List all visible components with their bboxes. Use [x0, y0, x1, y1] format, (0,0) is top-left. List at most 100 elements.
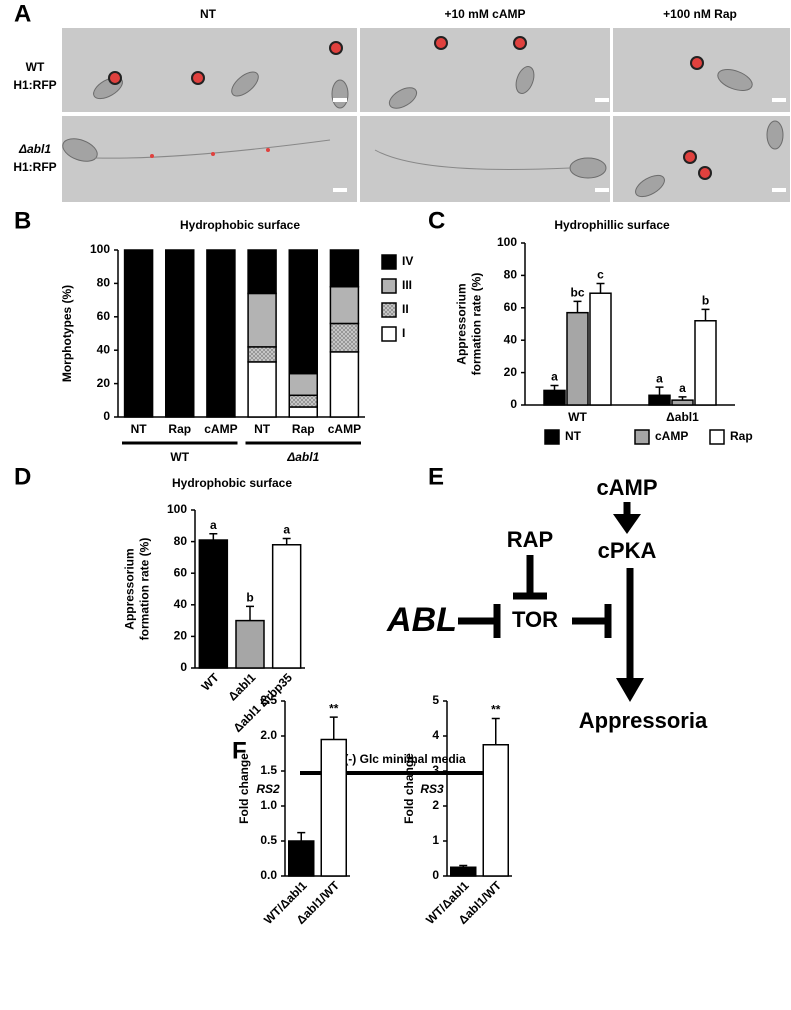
panel-label: C [428, 207, 445, 234]
y-tick-label: 5 [432, 693, 439, 707]
error-bar [329, 716, 338, 740]
legend-label: cAMP [655, 429, 688, 443]
panel-label: E [428, 463, 444, 490]
node: cPKA [598, 538, 657, 563]
bar-segment [329, 351, 360, 418]
panel-header: (-) Glc minimal media [344, 752, 466, 766]
bar [198, 539, 229, 669]
significance-label: ** [329, 701, 339, 715]
bar-segment [329, 322, 360, 353]
bar-segment [247, 361, 277, 418]
y-tick-label: 40 [504, 332, 518, 346]
legend-label: IV [402, 254, 413, 268]
x-tick-label: NT [131, 422, 148, 436]
bar-segment [329, 285, 360, 325]
row-label: H1:RFP [13, 78, 56, 92]
legend-label: I [402, 326, 405, 340]
y-tick-label: 1.5 [260, 763, 277, 777]
node: RAP [507, 527, 553, 552]
y-tick-label: 0.5 [260, 833, 277, 847]
y-tick-label: 20 [174, 629, 188, 643]
x-tick-label: WT [568, 410, 587, 424]
bar [694, 320, 717, 406]
y-tick-label: 3 [432, 763, 439, 777]
significance-label: a [210, 518, 217, 532]
node: TOR [512, 607, 558, 632]
significance-label: c [597, 268, 604, 282]
x-tick-label: WT [199, 670, 223, 694]
y-tick-label: 0 [432, 868, 439, 882]
y-tick-label: 20 [97, 376, 111, 390]
y-tick-label: 2 [432, 798, 439, 812]
significance-label: a [656, 371, 663, 385]
y-tick-label: 40 [174, 597, 188, 611]
bar-segment [288, 372, 318, 397]
chart-title: Hydrophillic surface [554, 218, 670, 232]
y-axis-label: Morphotypes (%) [60, 285, 74, 382]
legend-label: Rap [730, 429, 753, 443]
x-tick-label: Rap [168, 422, 191, 436]
node: ABL [386, 601, 457, 639]
panel-label: A [14, 0, 31, 27]
error-bar [459, 864, 468, 868]
y-tick-label: 20 [504, 365, 518, 379]
error-bar [596, 282, 605, 294]
y-tick-label: 2.0 [260, 728, 277, 742]
y-tick-label: 100 [167, 502, 187, 516]
group-label: WT [170, 450, 189, 464]
bar [450, 866, 477, 877]
node: cAMP [596, 475, 657, 500]
significance-label: ** [491, 703, 501, 717]
bar-segment [123, 249, 154, 418]
y-tick-label: 80 [97, 276, 111, 290]
legend-label: NT [565, 429, 582, 443]
legend-swatch [381, 302, 397, 318]
bar-segment [206, 249, 236, 418]
bar-segment [247, 292, 277, 348]
error-bar [246, 605, 254, 621]
error-bar [297, 831, 306, 841]
panel-label: F [232, 737, 247, 764]
y-tick-label: 40 [97, 342, 111, 356]
legend-swatch [381, 326, 397, 342]
bar [271, 544, 302, 669]
bar-segment [288, 406, 318, 418]
y-axis-label: formation rate (%) [470, 273, 484, 376]
legend-swatch [381, 254, 397, 270]
y-axis-label: Appressorium [455, 283, 469, 364]
significance-label: a [679, 381, 686, 395]
y-tick-label: 60 [97, 309, 111, 323]
error-bar [655, 386, 664, 396]
significance-label: bc [570, 285, 584, 299]
error-bar [282, 537, 291, 545]
row-label: Δabl1 [18, 142, 51, 156]
y-axis-label: Fold change [237, 753, 251, 824]
column-header: +10 mM cAMP [444, 7, 525, 21]
column-header: +100 nM Rap [663, 7, 737, 21]
x-tick-label: NT [254, 422, 271, 436]
y-axis-label: formation rate (%) [138, 538, 152, 641]
x-tick-label: Δabl1 [666, 410, 699, 424]
bar [671, 399, 694, 406]
bar-segment [165, 249, 195, 418]
chart-title: RS2 [256, 782, 280, 796]
bar [648, 394, 671, 406]
y-tick-label: 60 [504, 300, 518, 314]
significance-label: b [702, 294, 709, 308]
bar [235, 619, 265, 669]
panel-label: B [14, 207, 31, 234]
bar [320, 738, 347, 877]
row-label: H1:RFP [13, 160, 56, 174]
y-tick-label: 0 [180, 660, 187, 674]
bar [288, 840, 315, 877]
legend-swatch [381, 278, 397, 294]
y-tick-label: 0.0 [260, 868, 277, 882]
y-tick-label: 4 [432, 728, 439, 742]
y-tick-label: 60 [174, 565, 188, 579]
bar-segment [288, 249, 318, 375]
x-tick-label: Δabl1 [225, 670, 258, 703]
column-header: NT [200, 7, 217, 21]
x-tick-label: Rap [292, 422, 315, 436]
y-axis-label: Fold change [402, 753, 416, 824]
